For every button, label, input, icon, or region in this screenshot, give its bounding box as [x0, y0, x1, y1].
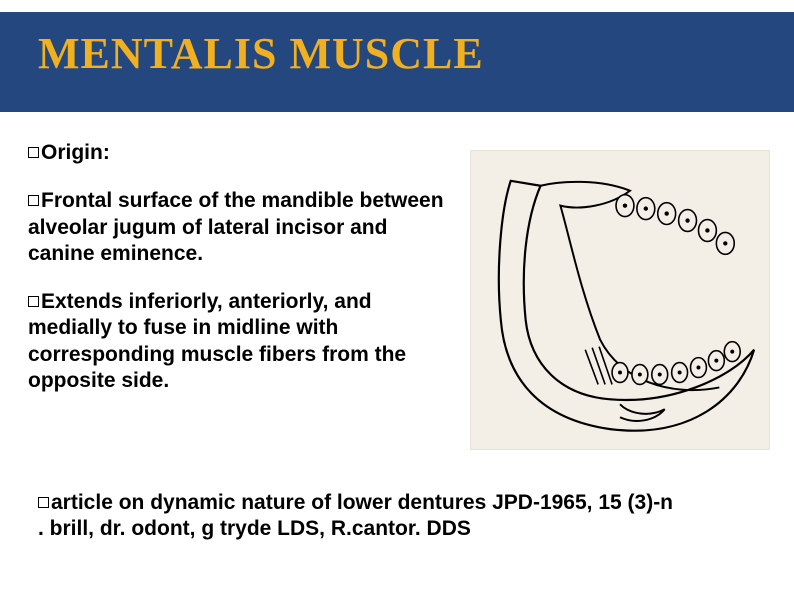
paragraph-text: Extends inferiorly, anteriorly, and medi… [28, 290, 406, 392]
anatomy-figure [470, 150, 770, 450]
citation-line2: . brill, dr. odont, g tryde LDS, R.canto… [38, 517, 471, 540]
citation-line1: article on dynamic nature of lower dentu… [51, 491, 673, 514]
paragraph-text: Origin: [41, 141, 110, 164]
bullet-icon [28, 296, 39, 307]
paragraph-frontal: Frontal surface of the mandible between … [28, 188, 458, 267]
paragraph-extends: Extends inferiorly, anteriorly, and medi… [28, 289, 458, 394]
paragraph-origin: Origin: [28, 140, 458, 166]
anatomy-svg [471, 151, 769, 449]
slide-title: MENTALIS MUSCLE [38, 28, 484, 79]
paragraph-text: Frontal surface of the mandible between … [28, 189, 444, 265]
bullet-icon [28, 147, 39, 158]
content-area: Origin: Frontal surface of the mandible … [28, 140, 458, 416]
bullet-icon [28, 195, 39, 206]
citation: article on dynamic nature of lower dentu… [38, 490, 758, 543]
bullet-icon [38, 497, 49, 508]
